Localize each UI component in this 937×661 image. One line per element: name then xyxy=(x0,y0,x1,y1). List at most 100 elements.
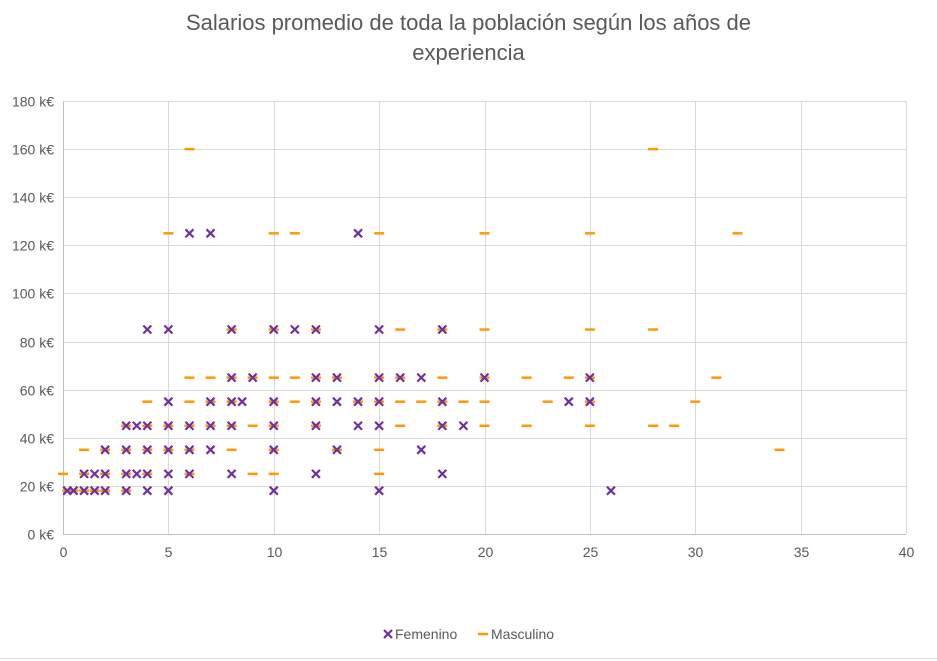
point-femenino xyxy=(131,420,142,431)
point-femenino xyxy=(247,372,258,383)
point-femenino xyxy=(585,372,595,383)
point-femenino xyxy=(437,396,448,407)
y-tick-label: 160 k€ xyxy=(12,142,54,158)
x-tick-label: 40 xyxy=(899,544,915,560)
point-femenino xyxy=(121,469,132,479)
chart-title: Salarios promedio de toda la población s… xyxy=(0,8,937,68)
point-femenino xyxy=(458,420,469,431)
point-femenino xyxy=(205,445,216,455)
y-tick-label: 180 k€ xyxy=(12,94,54,110)
point-femenino xyxy=(121,485,132,496)
series-femenino xyxy=(62,228,616,496)
point-femenino xyxy=(68,485,79,496)
point-femenino xyxy=(268,420,279,431)
point-femenino xyxy=(374,420,384,431)
y-tick-label: 140 k€ xyxy=(12,190,54,206)
point-femenino xyxy=(606,485,616,496)
y-tick-labels: 0 k€ 20 k€ 40 k€ 60 k€ 80 k€ 100 k€ 120 k€ 140 … xyxy=(12,94,54,543)
point-femenino xyxy=(311,469,321,479)
y-tick-label: 60 k€ xyxy=(20,383,54,399)
point-femenino xyxy=(353,396,363,407)
bottom-divider xyxy=(0,658,937,659)
point-femenino xyxy=(416,445,427,455)
point-femenino xyxy=(374,324,384,335)
point-femenino xyxy=(142,485,153,496)
point-femenino xyxy=(142,420,153,431)
point-femenino xyxy=(311,372,321,383)
point-femenino xyxy=(268,324,279,335)
legend-item-femenino[interactable]: Femenino xyxy=(383,626,457,642)
point-femenino xyxy=(205,396,216,407)
legend-item-masculino[interactable]: Masculino xyxy=(478,626,554,642)
x-tick-label: 5 xyxy=(165,544,173,560)
x-tick-label: 20 xyxy=(478,544,494,560)
chart-title-line-1: Salarios promedio de toda la población s… xyxy=(185,10,752,35)
point-femenino xyxy=(332,445,342,455)
point-femenino xyxy=(353,420,363,431)
point-femenino xyxy=(79,485,89,496)
point-femenino xyxy=(100,469,110,479)
point-femenino xyxy=(131,469,142,479)
point-femenino xyxy=(79,469,89,479)
point-femenino xyxy=(163,420,174,431)
point-femenino xyxy=(311,396,321,407)
point-femenino xyxy=(226,396,237,407)
point-femenino xyxy=(268,445,279,455)
point-femenino xyxy=(374,372,384,383)
point-femenino xyxy=(290,324,300,335)
x-tick-labels: 0 5 10 15 20 25 30 35 40 xyxy=(60,544,915,560)
x-tick-label: 25 xyxy=(583,544,599,560)
point-femenino xyxy=(142,469,153,479)
axes xyxy=(63,101,906,535)
y-tick-label: 40 k€ xyxy=(20,431,54,447)
point-femenino xyxy=(564,396,574,407)
point-femenino xyxy=(332,372,342,383)
point-femenino xyxy=(121,445,132,455)
point-femenino xyxy=(226,420,237,431)
point-femenino xyxy=(142,445,153,455)
point-femenino xyxy=(374,396,384,407)
point-femenino xyxy=(437,324,448,335)
point-femenino xyxy=(163,324,174,335)
point-femenino xyxy=(205,420,216,431)
point-femenino xyxy=(205,228,216,239)
point-femenino xyxy=(100,445,110,455)
point-femenino xyxy=(184,445,195,455)
point-femenino xyxy=(311,324,321,335)
y-tick-label: 100 k€ xyxy=(12,286,54,302)
point-femenino xyxy=(89,469,100,479)
point-femenino xyxy=(163,469,174,479)
legend-label-femenino: Femenino xyxy=(395,626,457,642)
point-femenino xyxy=(585,396,595,407)
point-femenino xyxy=(237,396,247,407)
x-tick-label: 15 xyxy=(372,544,388,560)
x-tick-label: 30 xyxy=(688,544,704,560)
point-femenino xyxy=(163,396,174,407)
point-femenino xyxy=(479,372,490,383)
point-femenino xyxy=(332,396,342,407)
y-tick-label: 120 k€ xyxy=(12,238,54,254)
point-femenino xyxy=(416,372,427,383)
x-tick-label: 10 xyxy=(267,544,283,560)
point-femenino xyxy=(184,469,195,479)
point-femenino xyxy=(353,228,363,239)
x-tick-label: 35 xyxy=(794,544,810,560)
point-femenino xyxy=(89,485,100,496)
point-femenino xyxy=(163,445,174,455)
point-femenino xyxy=(374,485,384,496)
y-tick-label: 80 k€ xyxy=(20,335,54,351)
gridlines xyxy=(63,101,907,534)
point-femenino xyxy=(226,372,237,383)
point-femenino xyxy=(437,420,448,431)
legend-marker-femenino xyxy=(383,629,393,639)
point-femenino xyxy=(311,420,321,431)
legend-label-masculino: Masculino xyxy=(491,626,554,642)
y-tick-label: 0 k€ xyxy=(28,527,55,543)
point-femenino xyxy=(121,420,132,431)
x-tick-label: 0 xyxy=(60,544,68,560)
point-femenino xyxy=(142,324,153,335)
point-femenino xyxy=(268,396,279,407)
legend: Femenino Masculino xyxy=(383,626,554,642)
point-femenino xyxy=(395,372,405,383)
